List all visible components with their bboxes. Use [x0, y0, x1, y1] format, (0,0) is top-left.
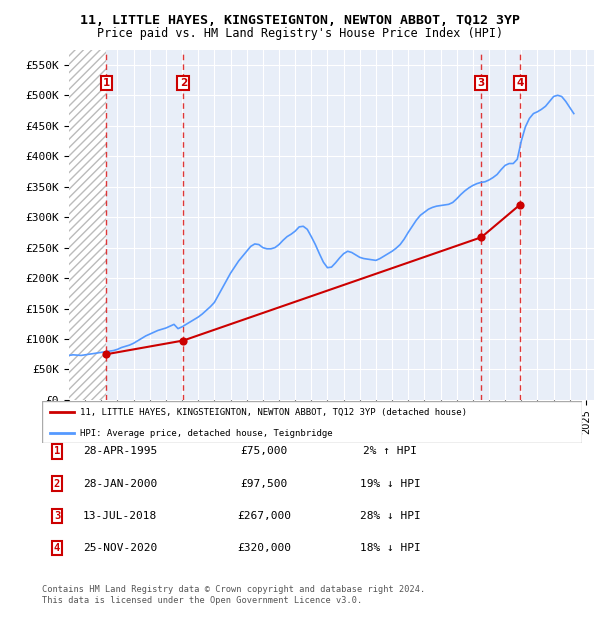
Point: [179, 335, 188, 345]
Text: 25-NOV-2020: 25-NOV-2020: [83, 543, 157, 553]
Text: £75,000: £75,000: [241, 446, 287, 456]
Text: 19% ↓ HPI: 19% ↓ HPI: [359, 479, 421, 489]
Text: 28-JAN-2000: 28-JAN-2000: [83, 479, 157, 489]
Bar: [69, 50, 106, 400]
FancyBboxPatch shape: [42, 401, 582, 443]
Text: 13-JUL-2018: 13-JUL-2018: [83, 511, 157, 521]
Text: £267,000: £267,000: [237, 511, 291, 521]
Text: £320,000: £320,000: [237, 543, 291, 553]
Text: 3: 3: [478, 78, 485, 88]
Text: 18% ↓ HPI: 18% ↓ HPI: [359, 543, 421, 553]
Text: 28% ↓ HPI: 28% ↓ HPI: [359, 511, 421, 521]
Text: Contains HM Land Registry data © Crown copyright and database right 2024.
This d: Contains HM Land Registry data © Crown c…: [42, 585, 425, 604]
Text: 4: 4: [516, 78, 523, 88]
Text: 3: 3: [54, 511, 60, 521]
Text: 1: 1: [103, 78, 110, 88]
Text: HPI: Average price, detached house, Teignbridge: HPI: Average price, detached house, Teig…: [80, 428, 332, 438]
Text: 28-APR-1995: 28-APR-1995: [83, 446, 157, 456]
Text: 11, LITTLE HAYES, KINGSTEIGNTON, NEWTON ABBOT, TQ12 3YP (detached house): 11, LITTLE HAYES, KINGSTEIGNTON, NEWTON …: [80, 407, 467, 417]
Point: [515, 200, 524, 210]
Text: Price paid vs. HM Land Registry's House Price Index (HPI): Price paid vs. HM Land Registry's House …: [97, 27, 503, 40]
Text: 11, LITTLE HAYES, KINGSTEIGNTON, NEWTON ABBOT, TQ12 3YP: 11, LITTLE HAYES, KINGSTEIGNTON, NEWTON …: [80, 14, 520, 27]
Point: [101, 349, 111, 359]
Text: 1: 1: [54, 446, 60, 456]
Text: 2: 2: [180, 78, 187, 88]
Text: 2: 2: [54, 479, 60, 489]
Text: 2% ↑ HPI: 2% ↑ HPI: [363, 446, 417, 456]
Text: £97,500: £97,500: [241, 479, 287, 489]
Text: 4: 4: [54, 543, 60, 553]
Point: [476, 232, 486, 242]
